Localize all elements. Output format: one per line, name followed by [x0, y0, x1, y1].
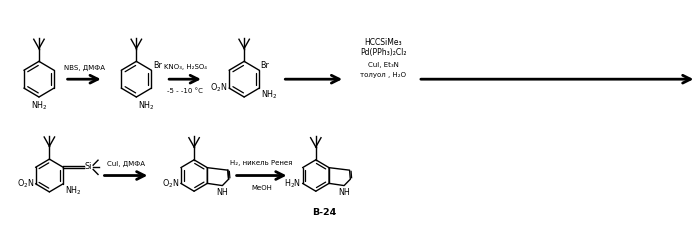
Text: H₂, никель Ренея: H₂, никель Ренея [231, 160, 293, 166]
Text: NH: NH [217, 188, 228, 197]
Text: HCCSiMe₃: HCCSiMe₃ [365, 38, 402, 47]
Text: O$_2$N: O$_2$N [17, 177, 34, 190]
Text: NH$_2$: NH$_2$ [65, 184, 82, 197]
Text: -5 - -10 °C: -5 - -10 °C [167, 89, 203, 94]
Text: NBS, ДМФА: NBS, ДМФА [63, 64, 105, 71]
Text: В-24: В-24 [312, 208, 336, 217]
Text: Si: Si [85, 162, 92, 171]
Text: H$_2$N: H$_2$N [284, 177, 301, 190]
Text: Br: Br [153, 61, 162, 70]
Text: O$_2$N: O$_2$N [162, 177, 179, 190]
Text: KNO₃, H₂SO₄: KNO₃, H₂SO₄ [164, 64, 206, 70]
Text: NH$_2$: NH$_2$ [138, 99, 155, 112]
Text: CuI, Et₃N: CuI, Et₃N [368, 62, 399, 69]
Text: Pd(PPh₃)₂Cl₂: Pd(PPh₃)₂Cl₂ [360, 48, 406, 57]
Text: NH$_2$: NH$_2$ [31, 99, 47, 112]
Text: CuI, ДМФА: CuI, ДМФА [107, 161, 145, 167]
Text: MeOH: MeOH [251, 185, 272, 191]
Text: O$_2$N: O$_2$N [210, 82, 228, 94]
Text: Br: Br [261, 61, 270, 70]
Text: NH$_2$: NH$_2$ [261, 89, 277, 101]
Text: толуол , H₂O: толуол , H₂O [360, 72, 406, 79]
Text: NH: NH [338, 188, 350, 197]
